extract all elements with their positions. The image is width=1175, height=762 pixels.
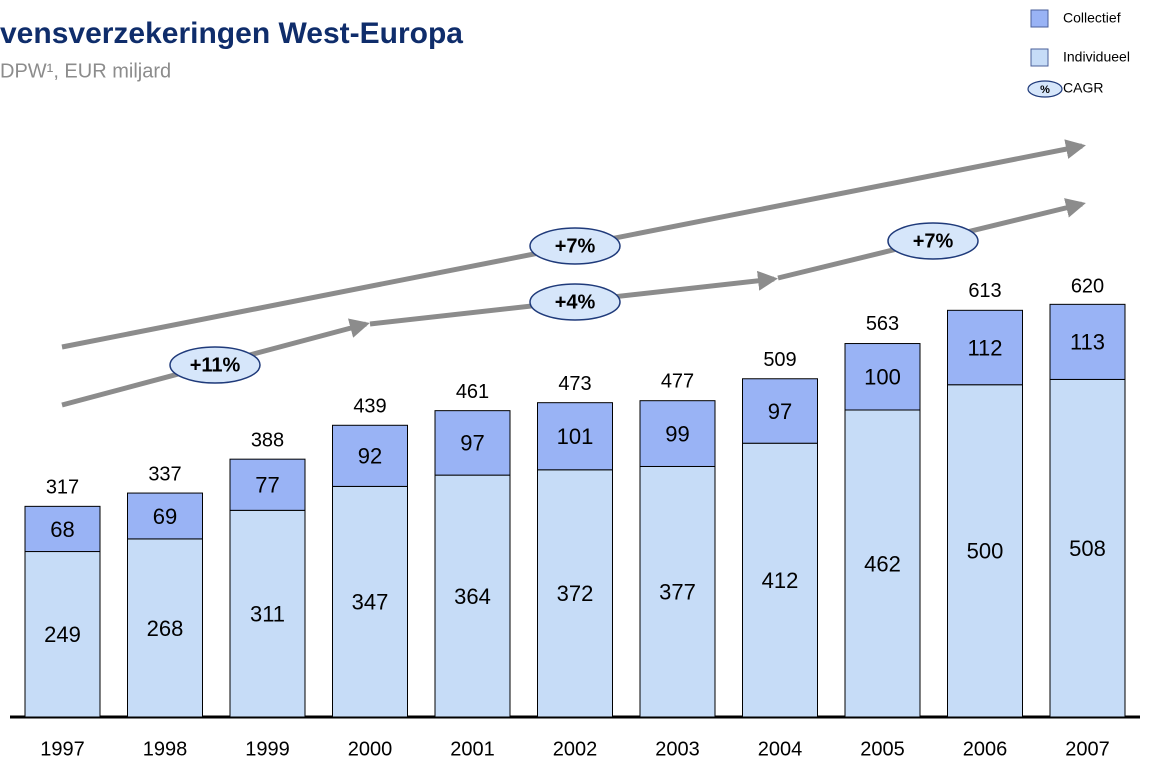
total-label: 461 [456, 381, 489, 403]
bar-segment [434, 474, 511, 718]
cagr-bubble [529, 283, 621, 321]
cagr-label: +7% [913, 230, 954, 252]
legend-swatch [1030, 48, 1049, 67]
x-tick-label: 2003 [655, 738, 700, 760]
bar-segment [742, 378, 818, 444]
data-label: 249 [44, 622, 81, 647]
bar-segment [1049, 378, 1126, 718]
data-label: 100 [864, 365, 901, 390]
data-label: 268 [147, 616, 184, 641]
total-label: 620 [1071, 275, 1104, 297]
bar-segment [229, 458, 306, 511]
bar-segment [947, 309, 1023, 386]
data-label: 113 [1070, 330, 1105, 355]
cagr-bubble [529, 227, 621, 265]
cagr-label: +7% [555, 235, 596, 257]
total-label: 563 [866, 313, 899, 335]
x-tick-label: 2001 [450, 738, 495, 760]
legend-label: Collectief [1063, 10, 1121, 26]
chart-subtitle: DPW¹, EUR miljard [0, 60, 171, 82]
bar-segment [844, 343, 921, 411]
data-label: 97 [460, 431, 484, 456]
x-tick-label: 1999 [245, 738, 290, 760]
cagr-label: +11% [190, 354, 241, 376]
data-label: 97 [768, 399, 792, 424]
data-label: 500 [967, 539, 1004, 564]
data-label: 99 [665, 421, 689, 446]
total-label: 439 [353, 396, 386, 418]
legend-swatch [1030, 9, 1049, 28]
bar-segment [742, 442, 818, 718]
data-label: 347 [352, 590, 389, 615]
bar-segment [537, 402, 613, 471]
bar-segment [24, 551, 101, 718]
data-label: 68 [50, 517, 74, 542]
x-tick-label: 2002 [553, 738, 598, 760]
data-label: 77 [255, 473, 279, 498]
total-label: 388 [251, 429, 284, 451]
total-label: 317 [46, 477, 79, 499]
bar-segment [332, 424, 408, 487]
legend-label: CAGR [1063, 80, 1103, 96]
bar-segment [537, 469, 613, 718]
bar-segment [639, 465, 716, 718]
total-label: 509 [763, 349, 796, 371]
legend-label: Individueel [1063, 49, 1130, 65]
data-label: 372 [557, 581, 594, 606]
total-label: 337 [148, 463, 181, 485]
x-tick-label: 2007 [1065, 738, 1110, 760]
chart-title: vensverzekeringen West-Europa [0, 17, 463, 50]
data-label: 92 [358, 444, 382, 469]
data-label: 311 [250, 601, 285, 626]
data-label: 462 [864, 551, 901, 576]
bar-segment [639, 400, 716, 467]
cagr-bubble [169, 346, 261, 384]
data-label: 101 [557, 424, 594, 449]
bar-segment [24, 505, 101, 553]
data-label: 508 [1069, 536, 1106, 561]
bar-segment [332, 485, 408, 718]
x-tick-label: 2004 [758, 738, 803, 760]
bar-segment [1049, 303, 1126, 380]
total-label: 477 [661, 370, 694, 392]
x-tick-label: 2006 [963, 738, 1008, 760]
legend-bubble [1027, 80, 1063, 98]
x-tick-label: 2000 [348, 738, 393, 760]
data-label: 112 [967, 335, 1002, 360]
data-label: 364 [454, 584, 491, 609]
total-label: 613 [968, 280, 1001, 302]
bar-segment [434, 410, 511, 476]
bar-segment [844, 409, 921, 718]
data-label: 377 [659, 580, 696, 605]
cagr-label: +4% [555, 291, 596, 313]
data-label: 412 [762, 568, 799, 593]
bar-segment [947, 384, 1023, 718]
cagr-bubble [887, 222, 979, 260]
total-label: 473 [558, 373, 591, 395]
x-tick-label: 1998 [143, 738, 188, 760]
x-tick-label: 1997 [40, 738, 85, 760]
bar-segment [127, 492, 203, 540]
x-tick-label: 2005 [860, 738, 905, 760]
data-label: 69 [153, 504, 177, 529]
legend-symbol: % [1040, 84, 1050, 96]
